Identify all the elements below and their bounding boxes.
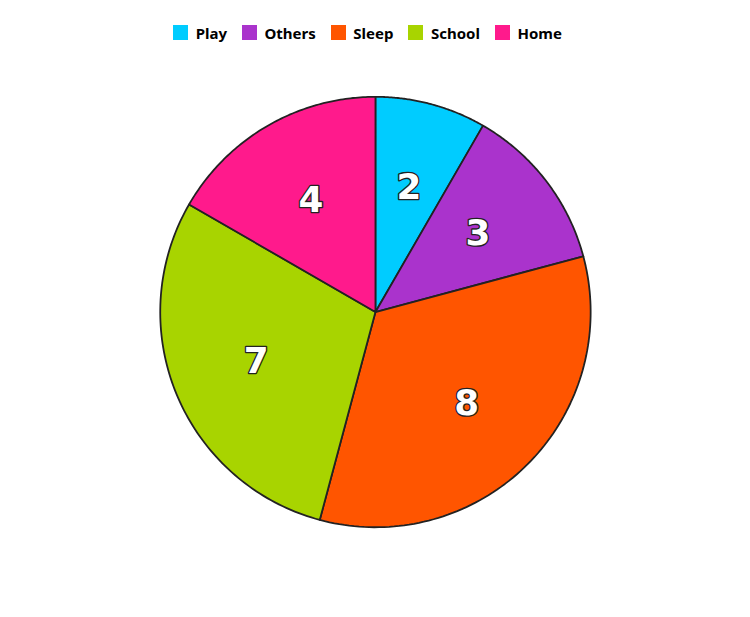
svg-text:4: 4 (298, 178, 323, 219)
svg-text:2: 2 (396, 165, 421, 206)
svg-text:7: 7 (244, 339, 269, 380)
svg-text:3: 3 (465, 211, 490, 252)
html-text:Play: Play (195, 22, 227, 43)
html-text:Home: Home (517, 22, 562, 43)
html-text:Others: Others (264, 22, 316, 43)
html-text:School: School (430, 22, 480, 43)
html-text:Sleep: Sleep (353, 22, 394, 43)
svg-text:8: 8 (454, 381, 479, 422)
